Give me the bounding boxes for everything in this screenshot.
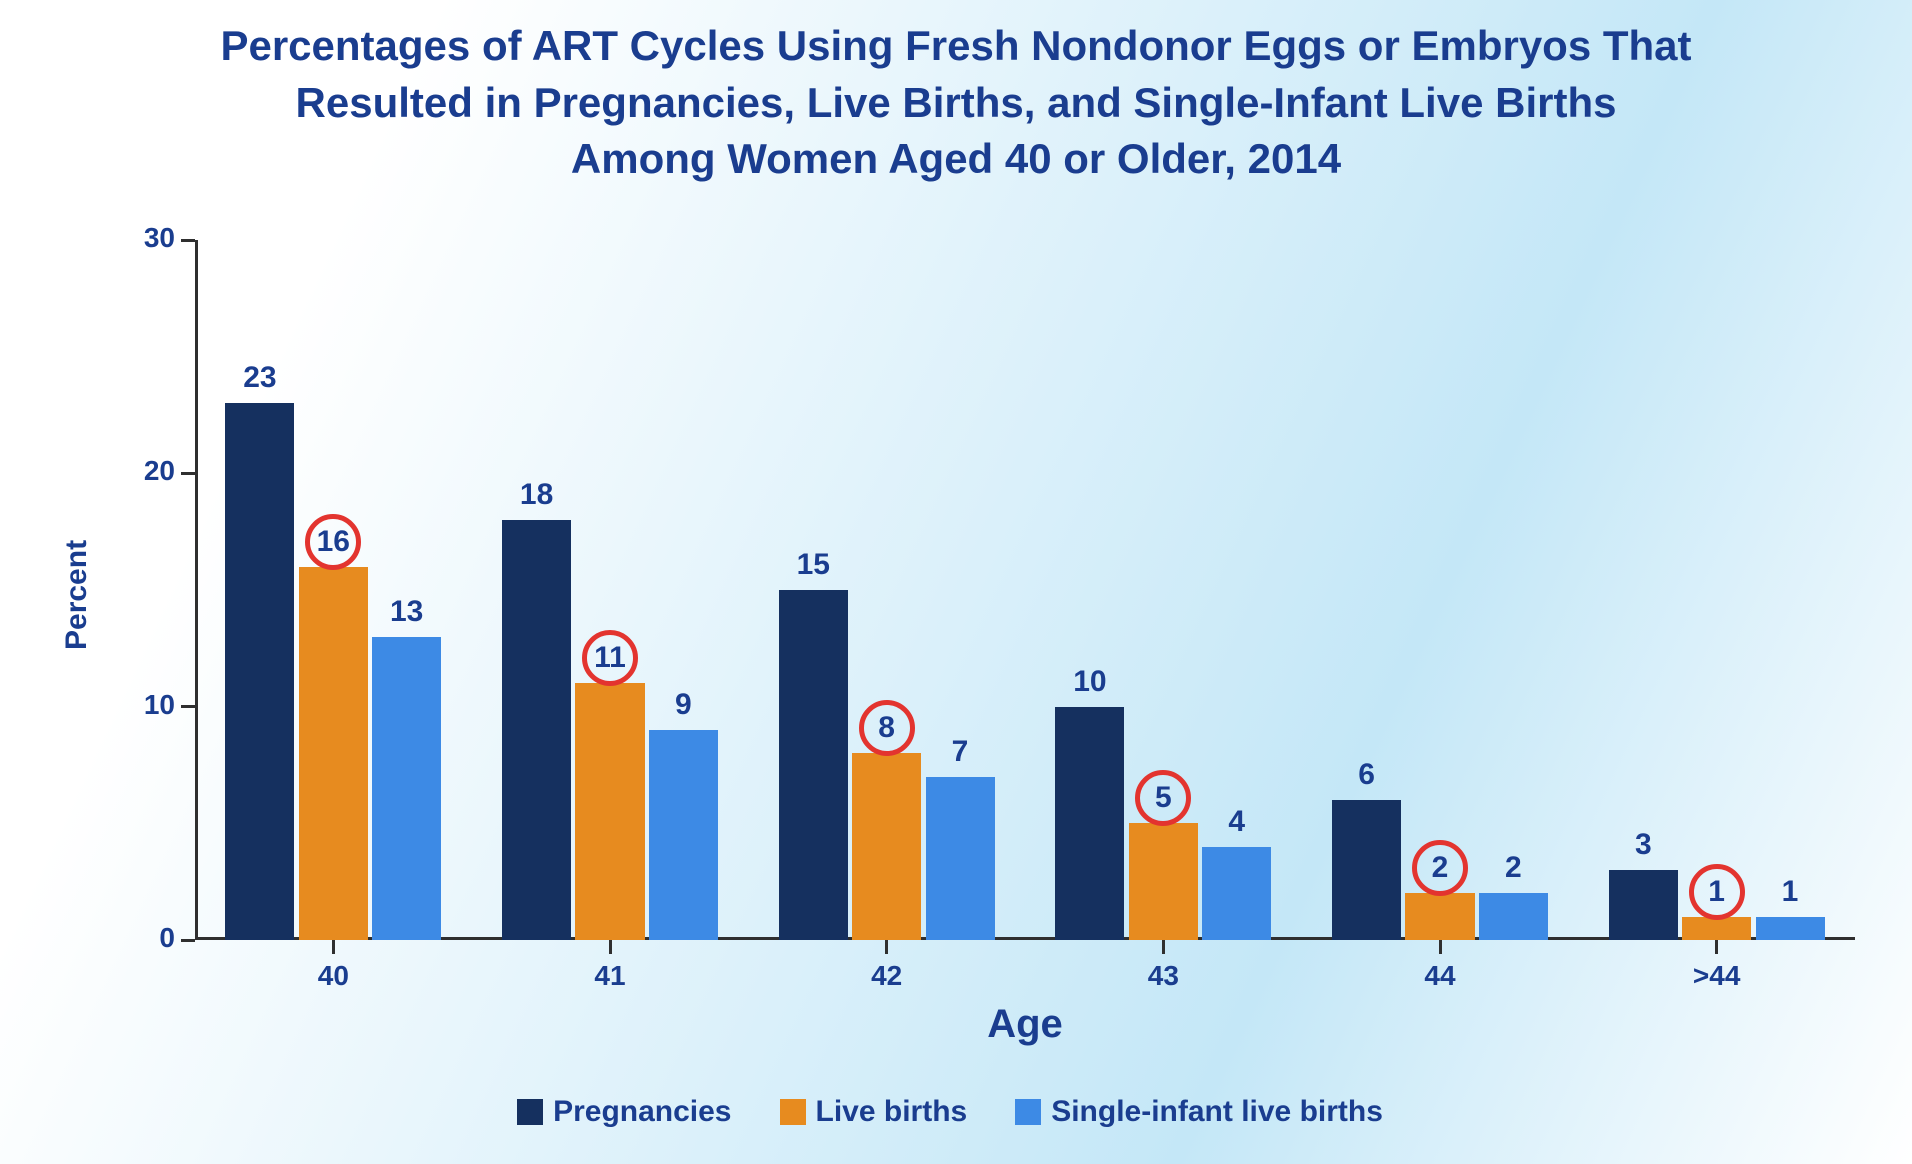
bar: [1756, 917, 1825, 940]
bar: [502, 520, 571, 940]
bar: [1609, 870, 1678, 940]
x-tick-label: 42: [748, 960, 1025, 992]
bar: [1202, 847, 1271, 940]
bar-value-label: 15: [779, 548, 848, 582]
bar-value-label: 1: [1756, 875, 1825, 909]
x-tick: [1715, 940, 1718, 954]
bar: [299, 567, 368, 940]
bar: [1332, 800, 1401, 940]
highlight-circle: [582, 630, 638, 686]
y-tick: [181, 939, 195, 942]
bar: [1479, 893, 1548, 940]
y-tick-label: 10: [115, 689, 175, 721]
bar-value-label: 18: [502, 478, 571, 512]
bar-value-label: 4: [1202, 805, 1271, 839]
x-axis-label: Age: [195, 1002, 1855, 1047]
bar: [1682, 917, 1751, 940]
bar-value-label: 7: [926, 735, 995, 769]
x-tick: [1162, 940, 1165, 954]
plot-area: 0102030231613401811941158742105443622443…: [195, 240, 1855, 940]
x-axis: [195, 937, 1855, 940]
legend-label: Single-infant live births: [1051, 1095, 1383, 1129]
y-tick-label: 0: [115, 922, 175, 954]
bar: [225, 403, 294, 940]
bar: [1055, 707, 1124, 940]
bar-value-label: 9: [649, 688, 718, 722]
legend-item: Single-infant live births: [1015, 1095, 1383, 1129]
x-tick-label: 41: [472, 960, 749, 992]
bar: [372, 637, 441, 940]
x-tick-label: >44: [1578, 960, 1855, 992]
chart-title: Percentages of ART Cycles Using Fresh No…: [0, 18, 1912, 188]
highlight-circle: [1135, 770, 1191, 826]
x-tick: [885, 940, 888, 954]
highlight-circle: [1689, 864, 1745, 920]
y-tick: [181, 239, 195, 242]
bar-value-label: 23: [225, 361, 294, 395]
highlight-circle: [859, 700, 915, 756]
legend-swatch: [780, 1099, 806, 1125]
highlight-circle: [305, 514, 361, 570]
y-axis: [195, 240, 198, 940]
x-tick-label: 40: [195, 960, 472, 992]
highlight-circle: [1412, 840, 1468, 896]
y-tick: [181, 705, 195, 708]
legend: Pregnancies Live births Single-infant live…: [400, 1095, 1500, 1129]
chart-root: Percentages of ART Cycles Using Fresh No…: [0, 0, 1912, 1164]
bar: [575, 683, 644, 940]
bar: [649, 730, 718, 940]
bar-value-label: 13: [372, 595, 441, 629]
bar: [852, 753, 921, 940]
bar: [1405, 893, 1474, 940]
x-tick: [332, 940, 335, 954]
bar: [779, 590, 848, 940]
legend-swatch: [1015, 1099, 1041, 1125]
legend-label: Live births: [816, 1095, 968, 1129]
y-tick: [181, 472, 195, 475]
bar-value-label: 10: [1055, 665, 1124, 699]
bar-value-label: 6: [1332, 758, 1401, 792]
y-tick-label: 20: [115, 455, 175, 487]
legend-label: Pregnancies: [553, 1095, 731, 1129]
x-tick-label: 43: [1025, 960, 1302, 992]
y-axis-label: Percent: [60, 540, 94, 650]
legend-item: Pregnancies: [517, 1095, 731, 1129]
chart-title-line: Resulted in Pregnancies, Live Births, an…: [0, 75, 1912, 132]
chart-title-line: Percentages of ART Cycles Using Fresh No…: [0, 18, 1912, 75]
legend-swatch: [517, 1099, 543, 1125]
chart-title-line: Among Women Aged 40 or Older, 2014: [0, 131, 1912, 188]
legend-item: Live births: [780, 1095, 968, 1129]
bar-value-label: 3: [1609, 828, 1678, 862]
y-tick-label: 30: [115, 222, 175, 254]
bar: [1129, 823, 1198, 940]
bar: [926, 777, 995, 940]
x-tick-label: 44: [1302, 960, 1579, 992]
x-tick: [1439, 940, 1442, 954]
bar-value-label: 2: [1479, 851, 1548, 885]
x-tick: [609, 940, 612, 954]
